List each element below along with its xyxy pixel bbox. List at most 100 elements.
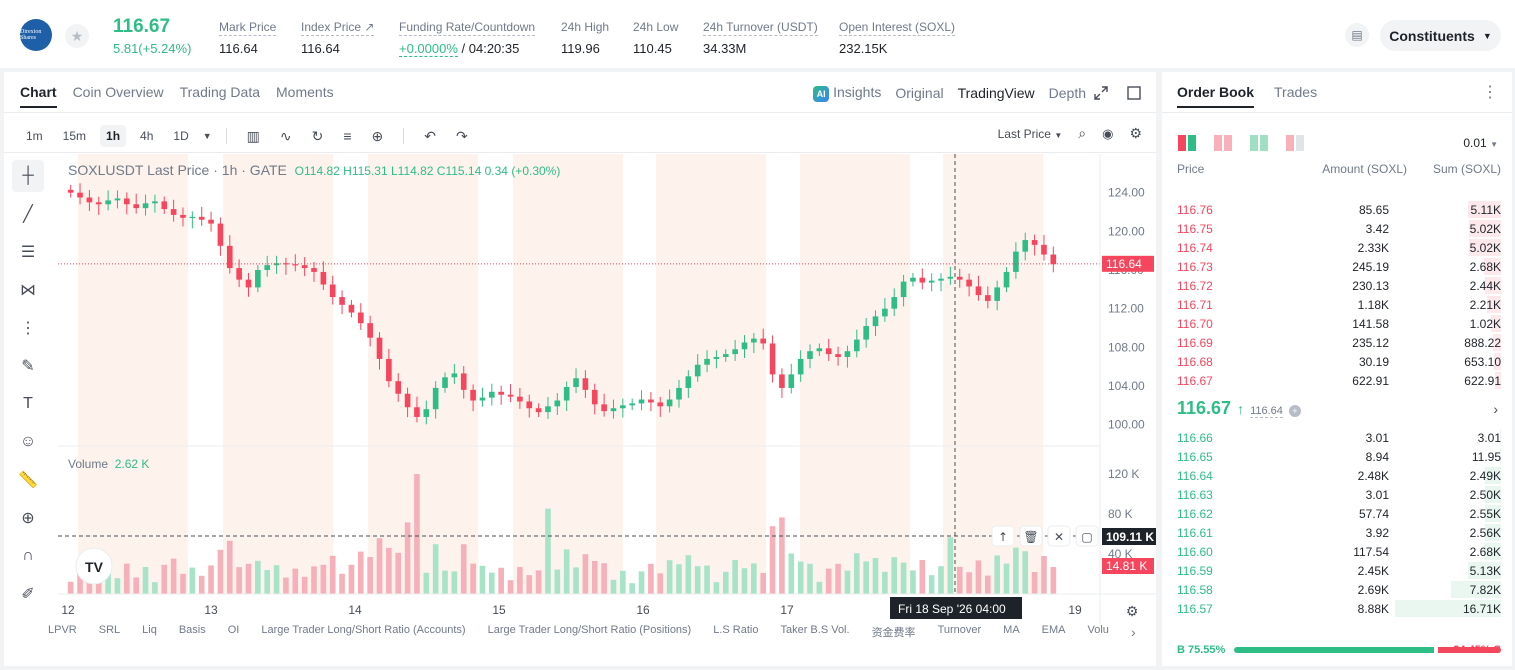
horizontal-line-tool-icon[interactable]: ☰ — [20, 244, 36, 261]
search-icon[interactable]: ⌕ — [1078, 125, 1087, 141]
delete-icon[interactable] — [1019, 525, 1043, 547]
candle-type-icon[interactable]: ▥ — [246, 127, 260, 144]
axis-settings-icon[interactable]: ⚙ — [1126, 604, 1139, 620]
favorite-star-icon[interactable]: ★ — [65, 24, 89, 48]
indicator-11[interactable]: MA — [1003, 624, 1020, 636]
indicators-icon[interactable]: ∿ — [279, 127, 292, 144]
crosshair-tool-icon[interactable]: ┼ — [12, 160, 44, 192]
window-icon[interactable] — [1127, 86, 1141, 100]
indicator-8[interactable]: Taker B.S Vol. — [780, 624, 850, 636]
move-up-icon[interactable] — [991, 525, 1015, 547]
timeframe-4h[interactable]: 4h — [140, 129, 154, 143]
tab-trading-data[interactable]: Trading Data — [179, 84, 261, 100]
bid-row[interactable]: 116.61 3.92 2.56K — [1177, 524, 1501, 541]
indicator-0[interactable]: LPVR — [48, 624, 77, 636]
view-depth[interactable]: Depth — [1048, 85, 1086, 101]
view-original[interactable]: Original — [895, 85, 944, 101]
ask-row[interactable]: 116.69 235.12 888.22 — [1177, 334, 1501, 351]
brush-tool-icon[interactable]: ✎ — [21, 358, 35, 375]
indicator-3[interactable]: Basis — [178, 624, 206, 636]
volume-bar — [170, 558, 177, 594]
precision-select[interactable]: 0.01 ▼ — [1463, 136, 1498, 150]
ruler-tool-icon[interactable]: 📏 — [18, 472, 38, 489]
ask-row[interactable]: 116.74 2.33K 5.02K — [1177, 239, 1501, 256]
template-icon[interactable]: ≡ — [343, 128, 352, 144]
timeframe-15m[interactable]: 15m — [62, 129, 87, 143]
tab-chart[interactable]: Chart — [20, 84, 57, 108]
text-tool-icon[interactable]: T — [23, 395, 33, 412]
indicator-7[interactable]: L.S Ratio — [713, 624, 759, 636]
emoji-tool-icon[interactable]: ☺ — [19, 433, 37, 450]
ask-row[interactable]: 116.70 141.58 1.02K — [1177, 315, 1501, 332]
redo-icon[interactable]: ↷ — [456, 127, 468, 144]
view-mixed-icon[interactable] — [1214, 135, 1232, 151]
price-type-select[interactable]: Last Price ▼ — [997, 126, 1063, 141]
stat-index-price[interactable]: Index Price ↗ 116.64 — [301, 20, 375, 56]
volume-bar — [1050, 567, 1057, 594]
fib-tool-icon[interactable]: ⋮ — [20, 320, 36, 337]
bid-row[interactable]: 116.62 57.74 2.55K — [1177, 505, 1501, 522]
trendline-tool-icon[interactable]: ╱ — [23, 206, 33, 223]
ask-row[interactable]: 116.75 3.42 5.02K — [1177, 220, 1501, 237]
book-icon[interactable]: ▤ — [1345, 23, 1369, 47]
indicator-12[interactable]: EMA — [1041, 624, 1066, 636]
view-asks-icon[interactable] — [1286, 135, 1304, 151]
bid-row[interactable]: 116.58 2.69K 7.82K — [1177, 581, 1501, 598]
add-indicator-icon[interactable]: ⊕ — [371, 127, 384, 144]
ask-row[interactable]: 116.67 622.91 622.91 — [1177, 372, 1501, 389]
indicator-6[interactable]: Large Trader Long/Short Ratio (Positions… — [487, 624, 692, 636]
timeframe-dropdown-icon[interactable]: ▼ — [202, 131, 212, 141]
tab-coin-overview[interactable]: Coin Overview — [72, 84, 164, 100]
view-tradingview[interactable]: TradingView — [957, 85, 1035, 101]
chevron-right-icon[interactable]: › — [1493, 401, 1498, 417]
chart-right-tools: Last Price ▼ ⌕ ◉ ⚙ — [998, 125, 1142, 142]
indicator-5[interactable]: Large Trader Long/Short Ratio (Accounts) — [261, 624, 466, 636]
candle — [189, 216, 196, 219]
tab-trades[interactable]: Trades — [1274, 84, 1318, 100]
ask-row[interactable]: 116.71 1.18K 2.21K — [1177, 296, 1501, 313]
timeframe-1m[interactable]: 1m — [26, 129, 43, 143]
timeframe-1d[interactable]: 1D — [173, 129, 189, 143]
more-icon[interactable]: ⋮ — [1482, 84, 1498, 101]
tab-order-book[interactable]: Order Book — [1177, 84, 1255, 108]
insights-button[interactable]: AI Insights — [813, 84, 881, 102]
bid-row[interactable]: 116.60 117.54 2.68K — [1177, 543, 1501, 560]
maximize-icon[interactable] — [1075, 525, 1099, 547]
indicator-4[interactable]: OI — [227, 624, 240, 636]
expand-icon[interactable] — [1094, 86, 1108, 100]
view-both-icon[interactable] — [1178, 135, 1196, 151]
bid-row[interactable]: 116.59 2.45K 5.13K — [1177, 562, 1501, 579]
volume-bar — [470, 563, 476, 594]
gear-icon[interactable]: ⚙ — [1129, 125, 1142, 141]
pencil-tool-icon[interactable]: ✐ — [21, 586, 35, 603]
bid-row[interactable]: 116.64 2.48K 2.49K — [1177, 467, 1501, 484]
magnet-tool-icon[interactable]: ∩ — [22, 547, 34, 564]
indicator-9[interactable]: 资金费率 — [871, 627, 916, 639]
ask-row[interactable]: 116.73 245.19 2.68K — [1177, 258, 1501, 275]
bid-row[interactable]: 116.66 3.01 3.01 — [1177, 429, 1501, 446]
camera-icon[interactable]: ◉ — [1102, 125, 1114, 141]
timeframe-1h[interactable]: 1h — [100, 125, 127, 147]
indicator-10[interactable]: Turnover — [937, 624, 982, 636]
depth-bar — [1494, 372, 1501, 389]
price-chart[interactable]: 124.00120.00116.00112.00108.00104.00100.… — [58, 154, 1156, 624]
ask-row[interactable]: 116.76 85.65 5.11K — [1177, 201, 1501, 218]
indicator-13[interactable]: Volu — [1087, 624, 1109, 636]
indicator-2[interactable]: Liq — [142, 624, 157, 636]
indicator-1[interactable]: SRL — [98, 624, 121, 636]
replay-icon[interactable]: ↻ — [311, 127, 324, 144]
chart-legend: SOXLUSDT Last Price · 1h · GATE O114.82 … — [68, 162, 561, 178]
constituents-button[interactable]: Constituents ▼ — [1380, 20, 1501, 51]
bid-row[interactable]: 116.57 8.88K 16.71K — [1177, 600, 1501, 617]
bid-row[interactable]: 116.65 8.94 11.95 — [1177, 448, 1501, 465]
collapse-icon[interactable] — [1047, 525, 1071, 547]
zoom-tool-icon[interactable]: ⊕ — [21, 510, 35, 527]
chevron-right-icon[interactable]: › — [1130, 624, 1136, 640]
ask-row[interactable]: 116.68 30.19 653.10 — [1177, 353, 1501, 370]
bid-row[interactable]: 116.63 3.01 2.50K — [1177, 486, 1501, 503]
undo-icon[interactable]: ↶ — [424, 127, 436, 144]
view-bids-icon[interactable] — [1250, 135, 1268, 151]
tab-moments[interactable]: Moments — [276, 84, 334, 100]
ask-row[interactable]: 116.72 230.13 2.44K — [1177, 277, 1501, 294]
pattern-tool-icon[interactable]: ⋈ — [20, 282, 36, 299]
